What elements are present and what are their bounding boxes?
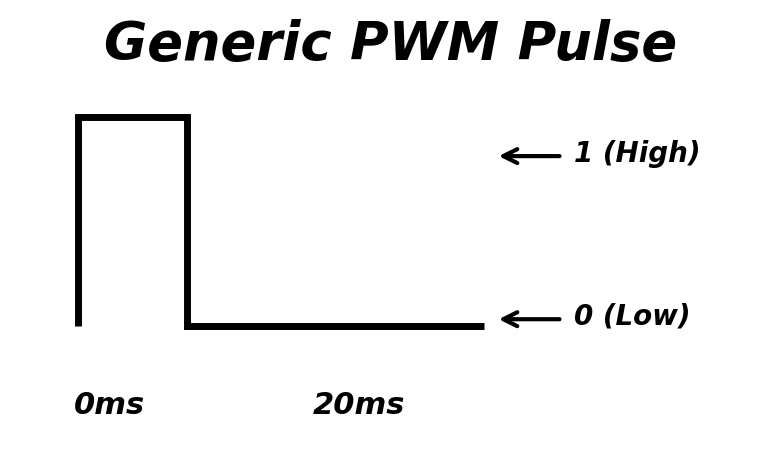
Text: 20ms: 20ms bbox=[312, 391, 405, 420]
Text: 0 (Low): 0 (Low) bbox=[574, 303, 690, 331]
Text: 0ms: 0ms bbox=[74, 391, 145, 420]
Text: 1 (High): 1 (High) bbox=[574, 140, 701, 168]
Text: Generic PWM Pulse: Generic PWM Pulse bbox=[104, 19, 677, 71]
